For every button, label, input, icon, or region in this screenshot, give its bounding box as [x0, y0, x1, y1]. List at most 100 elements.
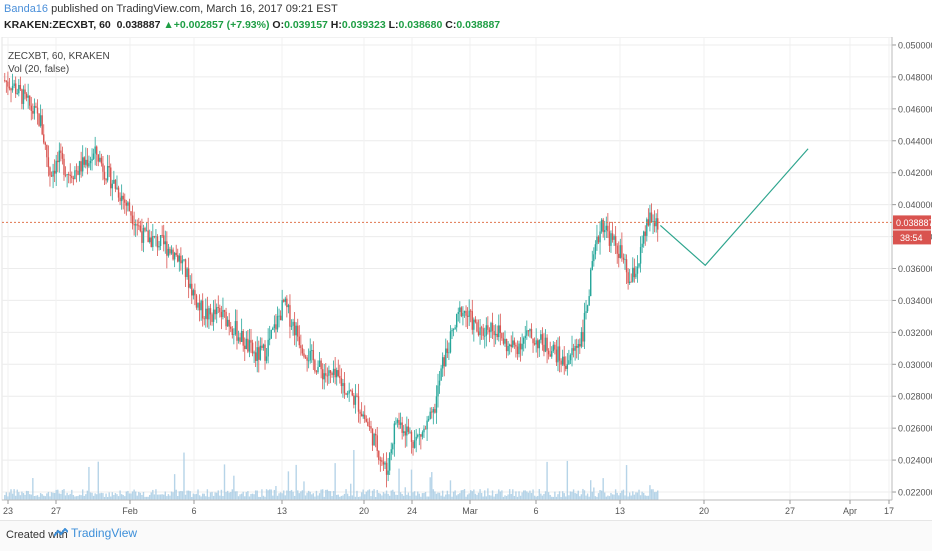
volume-bar — [197, 489, 199, 500]
candle-body — [373, 433, 375, 446]
candle-body — [596, 236, 598, 245]
candle-body — [273, 324, 276, 329]
candle-body — [427, 418, 430, 421]
volume-bar — [142, 491, 145, 500]
volume-bar — [357, 496, 360, 500]
candle-body — [552, 344, 555, 352]
candle-body — [117, 187, 120, 198]
candle-body — [38, 113, 40, 126]
candle-body — [293, 321, 296, 336]
candle-body — [466, 315, 469, 317]
candle-body — [353, 395, 355, 405]
volume-bar — [440, 495, 442, 500]
author-link[interactable]: Banda16 — [4, 3, 49, 15]
candle-body — [125, 202, 128, 206]
candle-body — [328, 370, 330, 376]
volume-bar — [134, 491, 137, 500]
candle-body — [655, 218, 657, 227]
volume-bar — [75, 496, 78, 500]
candle-body — [180, 255, 182, 264]
volume-bar — [128, 493, 131, 500]
volume-bar — [561, 491, 564, 500]
candle-body — [4, 80, 6, 82]
volume-bar — [18, 492, 20, 500]
candle-body — [72, 177, 75, 180]
volume-bar — [314, 496, 316, 500]
candle-body — [251, 342, 254, 354]
volume-bar — [152, 489, 154, 500]
candle-body — [16, 93, 18, 95]
candle-body — [638, 263, 640, 267]
candle-body — [110, 167, 112, 189]
volume-bar — [364, 494, 366, 500]
candle-body — [628, 281, 631, 284]
volume-bar — [332, 491, 335, 500]
volume-bar — [445, 494, 447, 500]
candle-body — [173, 252, 176, 260]
candle-body — [268, 338, 271, 340]
volume-bar — [632, 491, 634, 500]
price-chart[interactable]: 0.050000 0.048000 0.046000 0.044000 0.042000… — [0, 37, 932, 517]
volume-bar — [139, 492, 142, 500]
candle-body — [614, 236, 617, 246]
volume-bar — [470, 490, 472, 500]
candle-body — [613, 236, 615, 240]
volume-bar — [395, 494, 397, 500]
price-tag — [893, 215, 931, 230]
candle-body — [318, 360, 321, 367]
volume-bar — [237, 496, 240, 500]
volume-bar — [265, 489, 268, 500]
candle-body — [345, 393, 347, 395]
volume-bar — [396, 494, 399, 500]
quote-line: KRAKEN:ZECXBT, 60 0.038887 ▲+0.002857 (+… — [4, 19, 500, 31]
candle-body — [390, 449, 392, 454]
volume-bar — [217, 490, 219, 500]
candle-body — [203, 318, 205, 320]
candle-body — [535, 340, 537, 345]
candle-body — [272, 328, 274, 330]
volume-bar — [64, 495, 67, 500]
volume-bar — [149, 494, 151, 500]
volume-bar — [594, 496, 597, 500]
candle-body — [541, 334, 544, 345]
volume-bar — [262, 495, 265, 500]
candle-body — [611, 233, 614, 240]
volume-bar — [170, 491, 173, 500]
symbol-label: KRAKEN:ZECXBT, 60 — [4, 19, 111, 31]
volume-bar — [231, 489, 233, 500]
candle-body — [39, 115, 42, 126]
candle-body — [200, 300, 202, 311]
candle-body — [340, 378, 343, 387]
volume-bar — [22, 493, 25, 500]
volume-bar — [318, 493, 321, 500]
tradingview-logo[interactable]: TradingView — [54, 526, 137, 540]
candle-body — [186, 268, 188, 277]
candle-body — [286, 298, 288, 308]
candle-body — [85, 159, 87, 165]
candle-body — [220, 311, 223, 318]
projection-line[interactable] — [659, 148, 809, 267]
chart-area[interactable]: 0.050000 0.048000 0.046000 0.044000 0.042000… — [0, 37, 932, 517]
candle-body — [624, 259, 626, 261]
volume-bar — [535, 496, 537, 500]
candle-body — [608, 231, 611, 246]
y-tick-label: 0.046000 — [898, 104, 932, 114]
volume-bar — [479, 489, 481, 500]
candle-body — [365, 419, 368, 422]
volume-bar — [529, 490, 531, 500]
volume-bar — [599, 490, 601, 500]
candle-body — [448, 352, 450, 354]
candle-body — [248, 340, 251, 352]
volume-bar — [60, 493, 62, 500]
volume-bar — [452, 491, 455, 500]
volume-bar — [289, 490, 291, 500]
x-tick-label: Apr — [843, 506, 857, 516]
volume-bar — [560, 496, 562, 500]
volume-bar — [526, 491, 528, 500]
candle-body — [560, 360, 562, 365]
volume-bar — [646, 495, 648, 500]
candle-body — [396, 419, 399, 423]
volume-bar — [36, 495, 39, 500]
candle-body — [303, 353, 305, 357]
volume-bar — [283, 490, 285, 500]
